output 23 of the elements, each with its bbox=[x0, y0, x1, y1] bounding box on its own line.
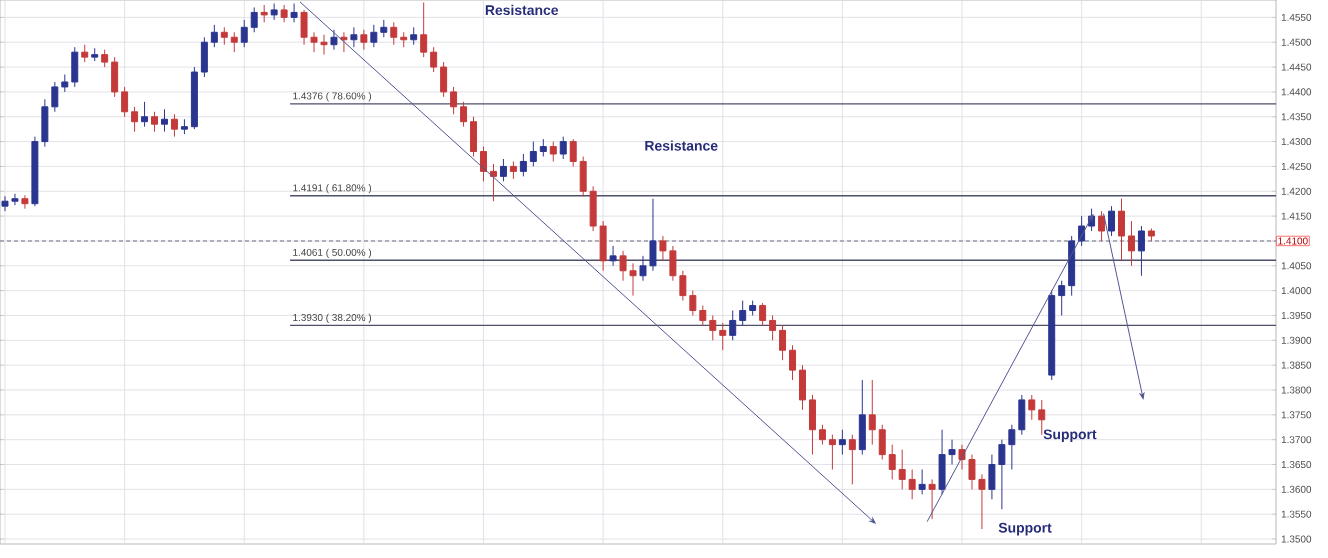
candlestick bbox=[290, 2, 298, 23]
candlestick bbox=[1137, 225, 1145, 277]
candlestick bbox=[1098, 210, 1106, 242]
candlestick bbox=[848, 434, 856, 485]
candlestick bbox=[160, 108, 168, 133]
candlestick bbox=[489, 163, 497, 202]
candlestick bbox=[509, 160, 517, 180]
candlestick bbox=[410, 26, 418, 46]
candlestick bbox=[151, 111, 159, 133]
candlestick bbox=[350, 26, 358, 48]
candlestick bbox=[141, 101, 149, 128]
candlestick bbox=[330, 29, 338, 51]
candlestick bbox=[340, 31, 348, 53]
candlestick bbox=[280, 4, 288, 23]
candlestick bbox=[609, 245, 617, 267]
candlestick bbox=[170, 113, 178, 138]
candlestick bbox=[928, 478, 936, 520]
candlestick bbox=[858, 379, 866, 456]
candlestick bbox=[918, 468, 926, 495]
candlestick bbox=[21, 194, 29, 210]
candlestick bbox=[270, 2, 278, 21]
candlestick bbox=[838, 429, 846, 456]
candlestick bbox=[360, 29, 368, 51]
